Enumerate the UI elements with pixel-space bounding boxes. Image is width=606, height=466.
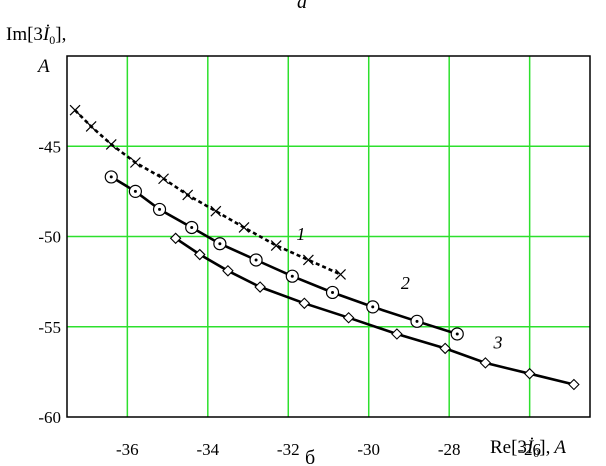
data-point xyxy=(254,281,266,293)
data-point xyxy=(391,328,403,340)
y-axis-label: Im[3İ0], xyxy=(6,24,66,47)
data-point xyxy=(105,139,117,150)
data-point xyxy=(129,157,141,168)
data-point xyxy=(104,170,118,184)
data-point xyxy=(249,253,263,267)
bottom-caption: б xyxy=(305,447,315,466)
x-tick-label: -32 xyxy=(277,440,300,459)
y-tick-label: -55 xyxy=(38,318,61,337)
data-point xyxy=(523,367,536,380)
curve-label-1: 1 xyxy=(296,224,305,244)
x-tick-labels: -36 -34 -32 -30 -28 -26 xyxy=(116,440,541,459)
data-point xyxy=(366,300,380,314)
data-point xyxy=(210,205,222,217)
data-point xyxy=(158,173,169,185)
series-markers xyxy=(69,104,580,391)
curve-label-2: 2 xyxy=(401,273,410,293)
data-point xyxy=(128,184,142,198)
data-point xyxy=(450,327,464,341)
x-tick-label: -28 xyxy=(438,440,461,459)
y-tick-labels: -45 -50 -55 -60 xyxy=(38,137,61,427)
data-point xyxy=(342,311,355,324)
data-point xyxy=(568,378,580,391)
gridlines xyxy=(67,56,590,417)
x-tick-label: -30 xyxy=(357,440,380,459)
x-tick-label: -36 xyxy=(116,440,139,459)
data-point xyxy=(85,120,97,132)
y-tick-label: -60 xyxy=(38,408,61,427)
data-point xyxy=(302,254,314,266)
x-axis-label: Re[3İ0], A xyxy=(490,437,566,460)
top-caption: a xyxy=(297,0,307,13)
data-point xyxy=(193,248,206,261)
plot-frame xyxy=(66,55,591,418)
data-point xyxy=(285,269,299,283)
data-point xyxy=(325,285,340,300)
data-point xyxy=(479,357,492,369)
data-point xyxy=(410,314,424,328)
data-point xyxy=(298,297,311,310)
data-point xyxy=(182,189,194,201)
data-point xyxy=(222,265,234,277)
data-point xyxy=(238,222,250,233)
data-point xyxy=(185,220,199,235)
data-point xyxy=(439,342,451,355)
data-point xyxy=(270,240,282,251)
x-tick-label: -34 xyxy=(196,440,219,459)
data-point xyxy=(169,232,182,245)
series-line-2 xyxy=(110,175,458,336)
y-tick-label: -45 xyxy=(38,137,61,156)
data-point xyxy=(335,268,346,280)
y-tick-label: -50 xyxy=(38,228,61,247)
curve-labels: 1 2 3 xyxy=(296,224,502,352)
data-point xyxy=(213,237,227,251)
y-axis-unit: A xyxy=(36,56,50,77)
data-point xyxy=(152,202,167,217)
x-tick-label: -26 xyxy=(518,440,541,459)
curve-label-3: 3 xyxy=(492,332,502,352)
data-point xyxy=(69,104,81,116)
